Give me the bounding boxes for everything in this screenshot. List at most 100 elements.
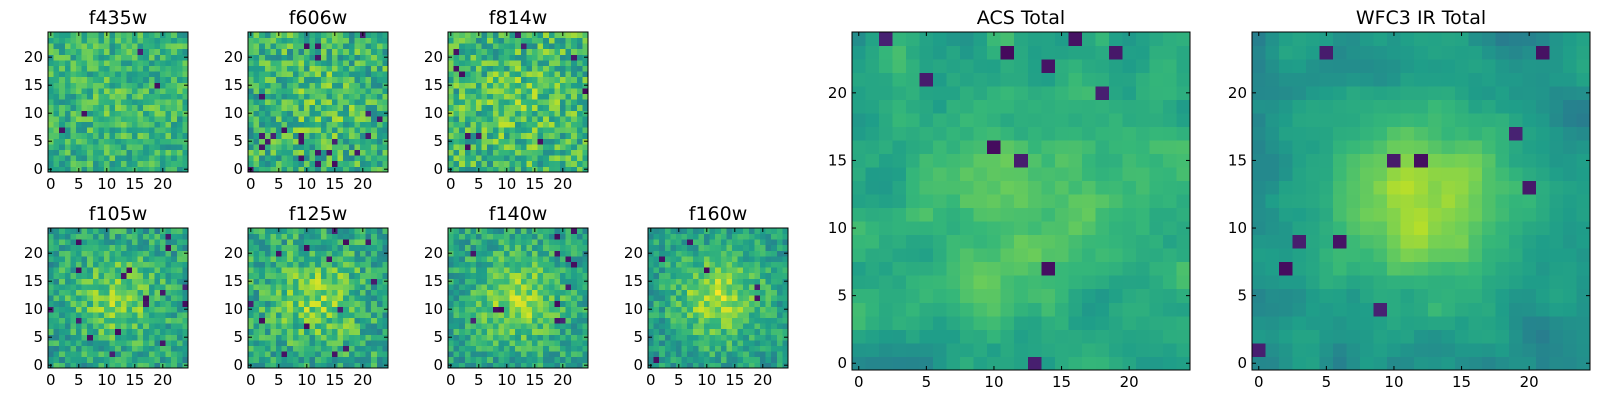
- heatmap-cell: [548, 144, 555, 150]
- heatmap-cell: [743, 323, 750, 330]
- heatmap-cell: [498, 351, 505, 358]
- heatmap-cell: [337, 244, 344, 251]
- heatmap-cell: [315, 132, 322, 139]
- heatmap-cell: [115, 228, 122, 234]
- heatmap-cell: [554, 88, 561, 94]
- heatmap-cell: [360, 272, 366, 279]
- heatmap-cell: [726, 323, 733, 330]
- heatmap-cell: [109, 160, 116, 167]
- heatmap-cell: [292, 76, 299, 83]
- heatmap-cell: [115, 328, 122, 335]
- heatmap-cell: [315, 104, 322, 111]
- heatmap-cell: [504, 144, 510, 150]
- heatmap-cell: [264, 306, 271, 313]
- heatmap-cell: [48, 300, 54, 307]
- heatmap-cell: [92, 323, 99, 330]
- heatmap-cell: [852, 302, 866, 317]
- heatmap-cell: [132, 37, 138, 44]
- heatmap-cell: [754, 345, 761, 352]
- heatmap-cell: [448, 65, 454, 72]
- heatmap-cell: [487, 127, 494, 134]
- heatmap-cell: [526, 54, 533, 61]
- heatmap-cell: [64, 239, 71, 246]
- heatmap-cell: [253, 356, 260, 363]
- heatmap-cell: [81, 261, 88, 268]
- heatmap-cell: [852, 221, 866, 236]
- heatmap-cell: [704, 328, 710, 335]
- heatmap-cell: [526, 37, 533, 44]
- heatmap-cell: [87, 132, 94, 139]
- heatmap-cell: [754, 289, 761, 296]
- heatmap-cell: [464, 256, 471, 262]
- heatmap-cell: [360, 43, 366, 50]
- heatmap-cell: [53, 160, 60, 167]
- heatmap-cell: [476, 104, 482, 111]
- heatmap-cell: [498, 99, 505, 106]
- heatmap-cell: [143, 351, 150, 358]
- heatmap-cell: [276, 289, 282, 296]
- heatmap-cell: [459, 93, 466, 100]
- heatmap-cell: [933, 356, 947, 371]
- heatmap-cell: [87, 278, 94, 285]
- heatmap-cell: [560, 328, 566, 335]
- heatmap-cell: [348, 155, 355, 162]
- heatmap-cell: [109, 82, 116, 89]
- heatmap-cell: [1135, 180, 1150, 195]
- heatmap-cell: [365, 323, 372, 330]
- heatmap-cell: [498, 289, 505, 296]
- heatmap-cell: [565, 345, 572, 352]
- y-tick-label: 5: [33, 328, 43, 346]
- heatmap-cell: [515, 228, 522, 234]
- heatmap-cell: [154, 132, 161, 139]
- heatmap-cell: [160, 233, 166, 240]
- heatmap-cell: [676, 256, 682, 262]
- heatmap-cell: [571, 88, 578, 94]
- heatmap-cell: [259, 71, 266, 78]
- heatmap-cell: [165, 323, 172, 330]
- heatmap-cell: [154, 356, 161, 363]
- heatmap-cell: [264, 272, 271, 279]
- heatmap-cell: [104, 250, 110, 257]
- heatmap-cell: [309, 138, 316, 145]
- heatmap-cell: [1149, 315, 1164, 330]
- heatmap-cell: [476, 233, 482, 240]
- heatmap-cell: [64, 351, 71, 358]
- heatmap-cell: [487, 48, 494, 55]
- heatmap-cell: [343, 323, 350, 330]
- heatmap-cell: [276, 306, 282, 313]
- heatmap-cell: [726, 278, 733, 285]
- heatmap-cell: [765, 228, 772, 234]
- heatmap-cell: [287, 284, 294, 290]
- heatmap-cell: [470, 351, 477, 358]
- heatmap-cell: [92, 362, 99, 369]
- heatmap-cell: [182, 340, 189, 346]
- heatmap-cell: [709, 278, 716, 285]
- y-tick-label: 15: [624, 272, 643, 290]
- heatmap-cell: [715, 239, 722, 246]
- heatmap-cell: [560, 312, 566, 318]
- heatmap-cell: [560, 76, 566, 83]
- heatmap-cell: [852, 194, 866, 209]
- heatmap-cell: [360, 351, 366, 358]
- heatmap-cell: [48, 328, 54, 335]
- heatmap-cell: [165, 261, 172, 268]
- heatmap-cell: [532, 345, 538, 352]
- heatmap-cell: [504, 132, 510, 139]
- heatmap-cell: [98, 121, 105, 128]
- heatmap-cell: [782, 233, 789, 240]
- heatmap-cell: [281, 93, 288, 100]
- heatmap-cell: [326, 289, 333, 296]
- heatmap-cell: [448, 93, 454, 100]
- heatmap-cell: [565, 132, 572, 139]
- heatmap-cell: [498, 233, 505, 240]
- heatmap-cell: [48, 351, 54, 358]
- heatmap-cell: [109, 256, 116, 262]
- heatmap-cell: [520, 239, 527, 246]
- heatmap-cell: [504, 48, 510, 55]
- heatmap-cell: [326, 82, 333, 89]
- heatmap-cell: [348, 312, 355, 318]
- heatmap-cell: [270, 306, 277, 313]
- heatmap-cell: [176, 261, 183, 268]
- heatmap-cell: [270, 88, 277, 94]
- heatmap-cell: [681, 267, 688, 274]
